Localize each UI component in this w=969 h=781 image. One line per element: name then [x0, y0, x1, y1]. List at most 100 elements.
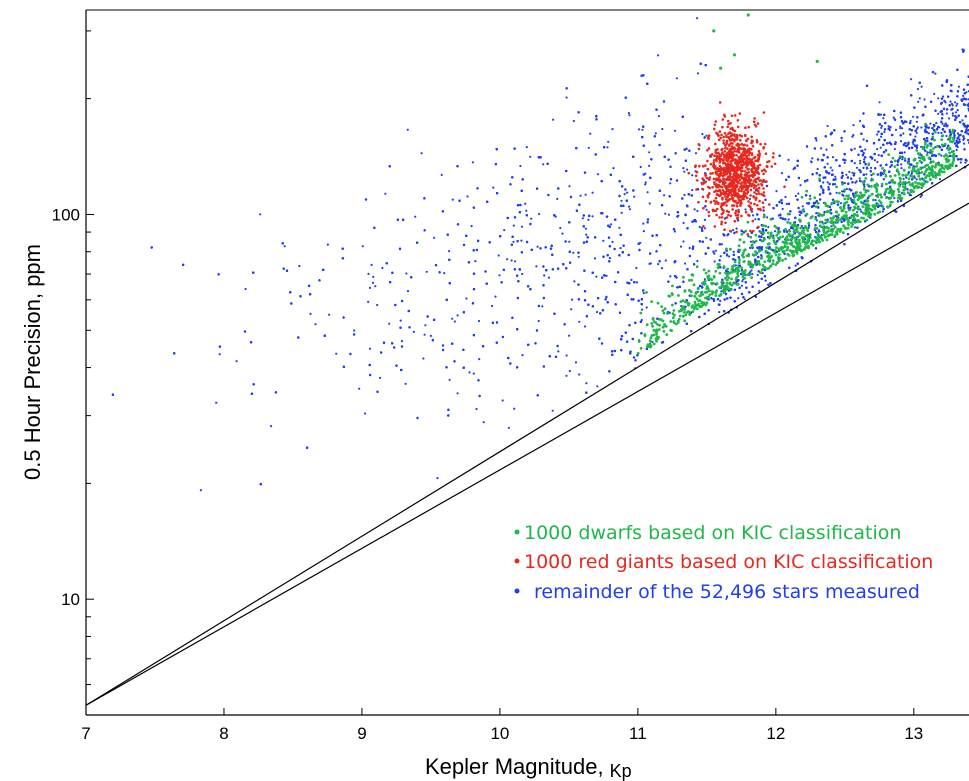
star-point-remainder — [856, 211, 859, 214]
star-point-remainder — [512, 224, 515, 227]
star-point-remainder — [535, 265, 538, 268]
star-point-remainder — [514, 260, 517, 263]
star-point-remainder — [853, 147, 856, 150]
star-point-remainder — [732, 229, 735, 232]
star-point-remainder — [573, 280, 576, 283]
plot-background — [86, 10, 969, 715]
star-point-remainder — [874, 199, 877, 202]
star-point-remainder — [734, 264, 737, 267]
star-point-remainder — [858, 168, 861, 171]
star-point-remainder — [920, 186, 923, 189]
star-point-remainder — [595, 275, 598, 278]
star-point-remainder — [503, 229, 506, 232]
star-point-remainder — [572, 251, 575, 254]
star-point-remainder — [568, 334, 571, 337]
star-point-remainder — [270, 425, 273, 428]
star-point-remainder — [849, 206, 852, 209]
star-point-remainder — [638, 128, 641, 131]
star-point-remainder — [425, 270, 428, 273]
star-point-remainder — [855, 180, 858, 183]
star-point-remainder — [902, 143, 905, 147]
star-point-remainder — [879, 113, 883, 116]
star-point-remainder — [921, 166, 924, 169]
scatter-points — [111, 13, 969, 492]
star-point-remainder — [851, 135, 854, 138]
star-point-remainder — [734, 258, 737, 262]
star-point-remainder — [703, 227, 707, 230]
star-point-remainder — [370, 263, 373, 266]
star-point-remainder — [883, 130, 886, 133]
star-point-remainder — [859, 162, 862, 165]
star-point-remainder — [612, 167, 615, 170]
star-point-remainder — [623, 193, 626, 196]
star-point-remainder — [900, 163, 903, 166]
star-point-remainder — [705, 134, 708, 137]
star-point-remainder — [587, 218, 590, 221]
star-point-remainder — [785, 202, 788, 206]
star-point-remainder — [475, 407, 478, 411]
star-point-remainder — [748, 197, 752, 201]
star-point-remainder — [750, 269, 753, 272]
star-point-remainder — [578, 320, 581, 323]
star-point-remainder — [524, 202, 527, 205]
star-point-remainder — [235, 360, 238, 363]
star-point-remainder — [902, 132, 905, 135]
star-point-remainder — [542, 163, 545, 166]
star-point-remainder — [957, 85, 961, 88]
star-point-remainder — [244, 287, 247, 291]
star-point-remainder — [414, 215, 417, 218]
star-point-remainder — [384, 192, 387, 195]
star-point-remainder — [705, 208, 708, 211]
star-point-remainder — [693, 208, 696, 211]
star-point-remainder — [530, 217, 533, 220]
star-point-remainder — [958, 138, 961, 141]
star-point-remainder — [912, 140, 915, 143]
star-point-remainder — [673, 230, 677, 233]
star-point-remainder — [766, 216, 769, 219]
star-point-remainder — [537, 319, 540, 323]
star-point-remainder — [400, 340, 404, 343]
star-point-remainder — [902, 177, 905, 180]
star-point-remainder — [767, 226, 770, 229]
star-point-remainder — [436, 477, 439, 480]
star-point-remainder — [669, 275, 672, 278]
star-point-remainder — [920, 126, 923, 129]
star-point-remainder — [657, 263, 660, 266]
star-point-remainder — [684, 262, 687, 265]
star-point-remainder — [565, 96, 568, 99]
star-point-remainder — [827, 185, 830, 189]
star-point-remainder — [568, 369, 571, 373]
star-point-remainder — [521, 354, 524, 357]
star-point-remainder — [429, 334, 432, 337]
star-point-remainder — [797, 192, 800, 195]
star-point-remainder — [368, 347, 372, 350]
star-point-remainder — [639, 241, 642, 244]
star-point-remainder — [741, 280, 744, 283]
star-point-remainder — [934, 146, 937, 149]
star-point-remainder — [642, 292, 645, 295]
star-point-remainder — [525, 209, 528, 212]
star-point-remainder — [364, 412, 367, 415]
star-point-remainder — [561, 232, 564, 235]
star-point-remainder — [794, 264, 797, 267]
star-point-remainder — [698, 225, 701, 228]
star-point-remainder — [737, 208, 740, 211]
star-point-remainder — [683, 193, 686, 197]
star-point-remainder — [920, 85, 923, 88]
star-point-remainder — [298, 264, 301, 268]
star-point-remainder — [620, 199, 623, 202]
star-point-remainder — [648, 151, 651, 154]
star-point-remainder — [881, 210, 885, 213]
star-point-remainder — [686, 168, 689, 171]
star-point-remainder — [628, 114, 631, 117]
star-point-remainder — [923, 98, 926, 101]
star-point-remainder — [863, 185, 866, 188]
star-point-remainder — [611, 128, 614, 131]
star-point-remainder — [825, 148, 828, 151]
star-point-remainder — [937, 112, 940, 115]
star-point-remainder — [471, 161, 474, 164]
star-point-remainder — [744, 208, 747, 211]
star-point-remainder — [873, 159, 877, 162]
star-point-remainder — [648, 202, 651, 205]
star-point-remainder — [512, 240, 515, 243]
